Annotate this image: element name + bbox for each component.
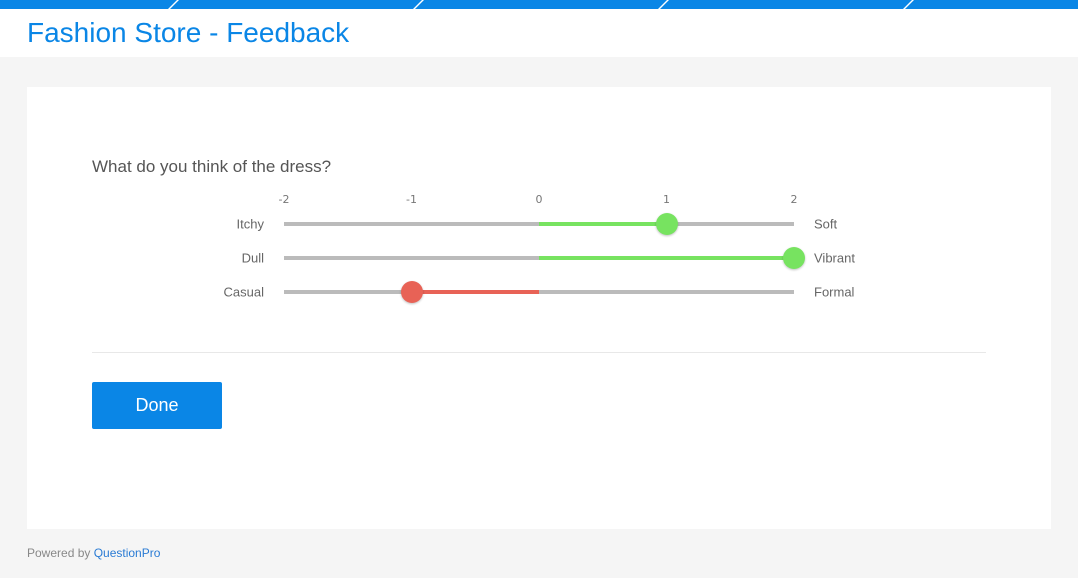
left-label: Dull xyxy=(241,250,264,266)
scale-tick: 2 xyxy=(790,193,798,206)
slider-thumb[interactable] xyxy=(655,213,678,235)
questionpro-link[interactable]: QuestionPro xyxy=(93,546,161,560)
scale-tick: -1 xyxy=(406,193,417,206)
powered-by-text: Powered by xyxy=(27,546,94,560)
slider-track[interactable] xyxy=(284,281,794,303)
slider-track[interactable] xyxy=(284,247,805,269)
slider-track[interactable] xyxy=(284,213,794,235)
header: Fashion Store - Feedback xyxy=(0,9,1078,57)
slider-thumb[interactable] xyxy=(783,247,805,269)
done-button[interactable]: Done xyxy=(92,382,222,429)
slider-fill xyxy=(411,290,539,294)
slider-fill xyxy=(539,222,667,226)
scale-tick: -2 xyxy=(278,193,290,206)
slider-fill xyxy=(539,256,794,260)
page-title: Fashion Store - Feedback xyxy=(27,17,350,48)
survey-card: What do you think of the dress? -2 -1 0 1 2 … xyxy=(27,87,1051,529)
question-text: What do you think of the dress? xyxy=(92,157,332,176)
left-label: Casual xyxy=(223,284,264,300)
divider xyxy=(92,352,986,353)
right-label: Formal xyxy=(814,284,855,300)
slider-thumb[interactable] xyxy=(400,281,423,303)
right-label: Soft xyxy=(814,216,838,232)
footer: Powered by QuestionPro xyxy=(27,546,160,560)
right-label: Vibrant xyxy=(814,250,855,266)
scale-tick: 1 xyxy=(663,193,670,206)
scale-tick: 0 xyxy=(535,193,543,206)
left-label: Itchy xyxy=(236,216,264,232)
top-accent-bar xyxy=(0,0,1078,9)
